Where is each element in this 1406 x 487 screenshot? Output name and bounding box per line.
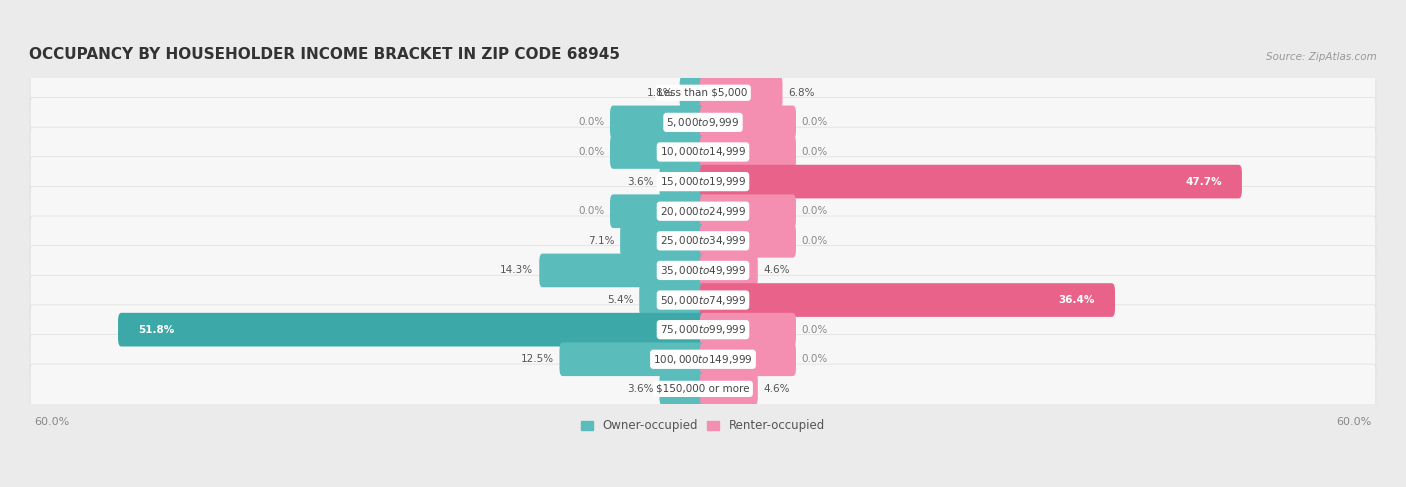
Text: 0.0%: 0.0%: [801, 325, 828, 335]
Text: 12.5%: 12.5%: [520, 354, 554, 364]
FancyBboxPatch shape: [540, 254, 706, 287]
FancyBboxPatch shape: [659, 165, 706, 198]
Text: 6.8%: 6.8%: [789, 88, 815, 98]
FancyBboxPatch shape: [30, 275, 1376, 325]
Text: 3.6%: 3.6%: [627, 384, 654, 394]
Text: 0.0%: 0.0%: [801, 117, 828, 128]
FancyBboxPatch shape: [700, 283, 1115, 317]
Text: 0.0%: 0.0%: [801, 236, 828, 246]
Text: $35,000 to $49,999: $35,000 to $49,999: [659, 264, 747, 277]
Text: $20,000 to $24,999: $20,000 to $24,999: [659, 205, 747, 218]
Text: 51.8%: 51.8%: [138, 325, 174, 335]
FancyBboxPatch shape: [679, 76, 706, 110]
Text: $25,000 to $34,999: $25,000 to $34,999: [659, 234, 747, 247]
Text: 60.0%: 60.0%: [1336, 417, 1371, 427]
Text: 0.0%: 0.0%: [801, 354, 828, 364]
Text: 3.6%: 3.6%: [627, 177, 654, 187]
Text: $15,000 to $19,999: $15,000 to $19,999: [659, 175, 747, 188]
Text: 4.6%: 4.6%: [763, 265, 790, 276]
FancyBboxPatch shape: [640, 283, 706, 317]
FancyBboxPatch shape: [30, 335, 1376, 384]
FancyBboxPatch shape: [700, 194, 796, 228]
FancyBboxPatch shape: [700, 313, 796, 346]
Text: 1.8%: 1.8%: [647, 88, 673, 98]
Text: 0.0%: 0.0%: [578, 206, 605, 216]
Text: 0.0%: 0.0%: [801, 206, 828, 216]
Legend: Owner-occupied, Renter-occupied: Owner-occupied, Renter-occupied: [576, 414, 830, 437]
Text: $5,000 to $9,999: $5,000 to $9,999: [666, 116, 740, 129]
Text: 4.6%: 4.6%: [763, 384, 790, 394]
FancyBboxPatch shape: [30, 245, 1376, 295]
Text: 36.4%: 36.4%: [1059, 295, 1095, 305]
Text: OCCUPANCY BY HOUSEHOLDER INCOME BRACKET IN ZIP CODE 68945: OCCUPANCY BY HOUSEHOLDER INCOME BRACKET …: [30, 47, 620, 62]
FancyBboxPatch shape: [30, 364, 1376, 413]
FancyBboxPatch shape: [30, 216, 1376, 265]
FancyBboxPatch shape: [30, 97, 1376, 147]
Text: $150,000 or more: $150,000 or more: [657, 384, 749, 394]
Text: $100,000 to $149,999: $100,000 to $149,999: [654, 353, 752, 366]
Text: 7.1%: 7.1%: [588, 236, 614, 246]
FancyBboxPatch shape: [610, 135, 706, 169]
Text: 47.7%: 47.7%: [1185, 177, 1222, 187]
FancyBboxPatch shape: [700, 372, 758, 406]
FancyBboxPatch shape: [30, 305, 1376, 355]
FancyBboxPatch shape: [700, 342, 796, 376]
Text: Source: ZipAtlas.com: Source: ZipAtlas.com: [1267, 52, 1376, 62]
FancyBboxPatch shape: [700, 224, 796, 258]
FancyBboxPatch shape: [700, 165, 1241, 198]
FancyBboxPatch shape: [610, 106, 706, 139]
Text: 0.0%: 0.0%: [801, 147, 828, 157]
FancyBboxPatch shape: [30, 68, 1376, 117]
Text: $50,000 to $74,999: $50,000 to $74,999: [659, 294, 747, 306]
FancyBboxPatch shape: [700, 135, 796, 169]
FancyBboxPatch shape: [560, 342, 706, 376]
Text: 60.0%: 60.0%: [35, 417, 70, 427]
FancyBboxPatch shape: [30, 187, 1376, 236]
Text: 0.0%: 0.0%: [578, 117, 605, 128]
FancyBboxPatch shape: [118, 313, 706, 346]
FancyBboxPatch shape: [30, 157, 1376, 206]
FancyBboxPatch shape: [30, 127, 1376, 177]
Text: 5.4%: 5.4%: [607, 295, 633, 305]
FancyBboxPatch shape: [700, 254, 758, 287]
Text: 14.3%: 14.3%: [501, 265, 533, 276]
Text: Less than $5,000: Less than $5,000: [658, 88, 748, 98]
FancyBboxPatch shape: [700, 106, 796, 139]
FancyBboxPatch shape: [700, 76, 783, 110]
FancyBboxPatch shape: [659, 372, 706, 406]
Text: 0.0%: 0.0%: [578, 147, 605, 157]
Text: $10,000 to $14,999: $10,000 to $14,999: [659, 146, 747, 158]
FancyBboxPatch shape: [610, 194, 706, 228]
Text: $75,000 to $99,999: $75,000 to $99,999: [659, 323, 747, 336]
FancyBboxPatch shape: [620, 224, 706, 258]
